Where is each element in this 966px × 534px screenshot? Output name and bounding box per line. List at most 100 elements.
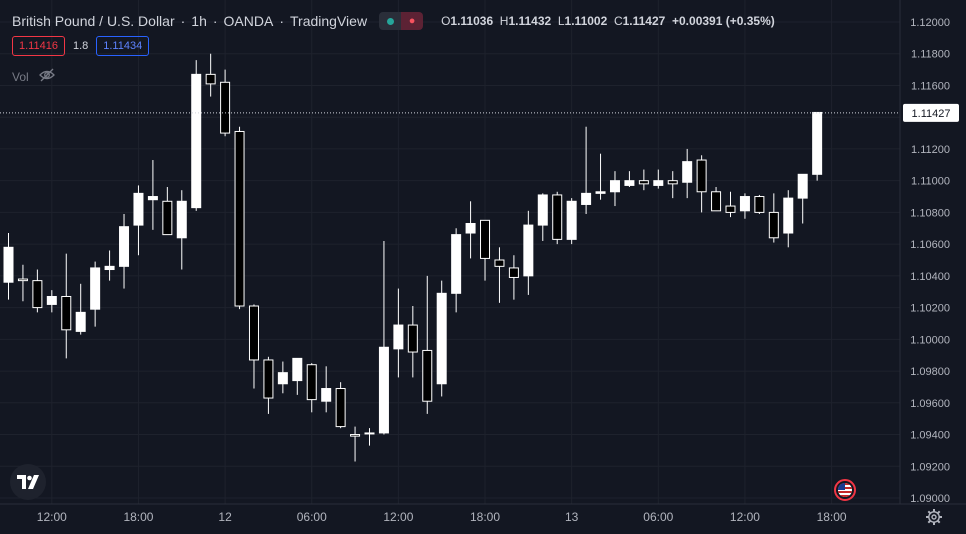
- gear-icon[interactable]: [925, 508, 943, 526]
- candle-down[interactable]: [768, 211, 779, 239]
- candle-down[interactable]: [422, 349, 433, 402]
- y-tick-label: 1.10600: [910, 239, 950, 251]
- candle-down[interactable]: [32, 280, 43, 309]
- candle-up[interactable]: [797, 173, 808, 199]
- candle-down[interactable]: [350, 434, 361, 437]
- y-tick-label: 1.11600: [911, 80, 950, 92]
- candle-up[interactable]: [292, 357, 303, 382]
- candle-up[interactable]: [46, 295, 57, 305]
- broker-label[interactable]: OANDA: [223, 13, 274, 29]
- open-value: 1.11036: [450, 14, 494, 28]
- candle-down[interactable]: [306, 364, 317, 401]
- candle-up[interactable]: [682, 161, 693, 183]
- interval-label[interactable]: 1h: [191, 13, 207, 29]
- candle-up[interactable]: [277, 372, 288, 385]
- x-tick-label: 13: [565, 510, 579, 524]
- candle-up[interactable]: [566, 200, 577, 240]
- change-value: +0.00391 (+0.35%): [672, 14, 775, 28]
- candle-up[interactable]: [581, 192, 592, 205]
- candle-up[interactable]: [90, 267, 101, 310]
- candle-up[interactable]: [739, 196, 750, 212]
- market-open-dot-icon[interactable]: [379, 12, 402, 30]
- candle-up[interactable]: [393, 324, 404, 350]
- candle-down[interactable]: [638, 180, 649, 185]
- candle-up[interactable]: [624, 180, 635, 186]
- currency-icon[interactable]: ●: [401, 12, 424, 30]
- candle-down[interactable]: [667, 180, 678, 185]
- x-tick-label: 18:00: [817, 510, 847, 524]
- volume-label: Vol: [12, 69, 29, 84]
- y-tick-label: 1.09800: [910, 366, 950, 378]
- y-tick-label: 1.11000: [911, 176, 950, 188]
- y-tick-label: 1.09400: [910, 430, 950, 442]
- candle-down[interactable]: [17, 278, 28, 282]
- candle-up[interactable]: [133, 192, 144, 226]
- x-tick-label: 12: [218, 510, 232, 524]
- us-flag-icon[interactable]: [834, 479, 856, 501]
- candle-down[interactable]: [220, 81, 231, 134]
- candle-down[interactable]: [335, 388, 346, 428]
- buy-price-button[interactable]: 1.11434: [96, 36, 150, 56]
- low-value: 1.11002: [564, 14, 608, 28]
- high-label: H: [499, 14, 509, 28]
- candle-down[interactable]: [407, 324, 418, 353]
- candle-down[interactable]: [696, 159, 707, 193]
- sell-price-button[interactable]: 1.11416: [12, 36, 65, 56]
- candle-up[interactable]: [609, 180, 620, 193]
- candle-up[interactable]: [451, 234, 462, 294]
- last-price-tag: 1.11427: [903, 103, 959, 122]
- candle-down[interactable]: [248, 305, 259, 361]
- candle-up[interactable]: [147, 196, 158, 201]
- candle-down[interactable]: [234, 130, 245, 307]
- candle-down[interactable]: [205, 73, 216, 85]
- time-axis[interactable]: 12:00 18:00 12 06:00 12:00 18:00 13 06:00 12:00 1…: [37, 510, 847, 524]
- candle-up[interactable]: [364, 432, 375, 435]
- y-tick-label: 1.10000: [910, 334, 950, 346]
- candle-down[interactable]: [725, 205, 736, 213]
- market-status[interactable]: ●: [379, 12, 424, 30]
- candlestick-series[interactable]: [3, 53, 823, 462]
- candle-up[interactable]: [321, 388, 332, 402]
- candle-up[interactable]: [3, 246, 14, 283]
- candle-down[interactable]: [263, 359, 274, 399]
- y-tick-label: 1.11800: [911, 49, 950, 61]
- candle-up[interactable]: [537, 194, 548, 226]
- candle-up[interactable]: [653, 180, 664, 186]
- candle-up[interactable]: [595, 191, 606, 194]
- separator: ·: [279, 13, 285, 29]
- eye-off-icon[interactable]: [38, 68, 55, 85]
- candle-down[interactable]: [61, 295, 72, 331]
- x-tick-label: 18:00: [470, 510, 500, 524]
- candle-down[interactable]: [754, 196, 765, 213]
- x-tick-label: 12:00: [730, 510, 760, 524]
- candle-up[interactable]: [191, 73, 202, 209]
- candle-up[interactable]: [465, 223, 476, 234]
- candle-down[interactable]: [711, 191, 722, 212]
- ohlc-values: O1.11036 H1.11432 L1.11002 C1.11427 +0.0…: [441, 14, 775, 28]
- candle-up[interactable]: [783, 197, 794, 234]
- x-tick-label: 12:00: [37, 510, 67, 524]
- symbol-name[interactable]: British Pound / U.S. Dollar: [12, 13, 175, 29]
- last-price-tag-bg: [903, 103, 959, 122]
- y-tick-label: 1.12000: [910, 17, 950, 29]
- x-tick-label: 06:00: [297, 510, 327, 524]
- candle-up[interactable]: [119, 226, 130, 267]
- candle-up[interactable]: [378, 346, 389, 434]
- close-value: 1.11427: [622, 14, 666, 28]
- y-tick-label: 1.10200: [910, 303, 950, 315]
- high-value: 1.11432: [508, 14, 552, 28]
- tradingview-logo-icon[interactable]: [10, 464, 46, 500]
- y-tick-label: 1.10800: [910, 207, 950, 219]
- candle-up[interactable]: [812, 111, 823, 175]
- candle-down[interactable]: [494, 259, 505, 267]
- candle-down[interactable]: [508, 267, 519, 278]
- candle-down[interactable]: [552, 194, 563, 240]
- candle-up[interactable]: [75, 311, 86, 332]
- candle-up[interactable]: [523, 224, 534, 277]
- candle-down[interactable]: [480, 219, 491, 259]
- candle-up[interactable]: [436, 292, 447, 385]
- candle-up[interactable]: [176, 200, 187, 239]
- candle-down[interactable]: [162, 200, 173, 236]
- candle-up[interactable]: [104, 265, 115, 271]
